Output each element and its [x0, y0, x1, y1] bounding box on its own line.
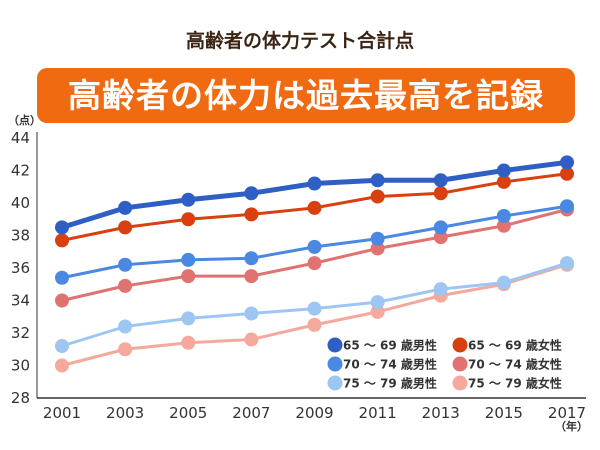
series-4 [55, 256, 574, 353]
data-point [370, 304, 385, 319]
data-point [496, 163, 511, 178]
data-point [560, 256, 574, 271]
data-point [307, 239, 322, 254]
y-tick-label: 44 [11, 129, 30, 147]
y-tick-label: 30 [11, 357, 30, 375]
data-point [181, 335, 196, 350]
data-point [307, 317, 322, 332]
legend-item: 70 ～ 74 歳女性 [452, 356, 562, 372]
y-axis-unit: （点） [8, 113, 41, 127]
data-point [244, 306, 259, 321]
x-tick-label: 2015 [485, 404, 523, 422]
x-tick-label: 2003 [106, 404, 144, 422]
y-tick-label: 42 [11, 162, 30, 180]
data-point [496, 174, 511, 189]
legend-label: 65 ～ 69 歳男性 [343, 338, 437, 353]
data-point [181, 269, 196, 284]
legend-item: 70 ～ 74 歳男性 [327, 356, 437, 372]
y-tick-label: 28 [11, 389, 30, 407]
data-point [244, 186, 259, 201]
data-point [433, 282, 448, 297]
headline-banner: 高齢者の体力は過去最高を記録 [37, 68, 575, 123]
data-point [307, 200, 322, 215]
legend-label: 75 ～ 79 歳女性 [468, 376, 562, 391]
legend-item: 65 ～ 69 歳男性 [327, 337, 437, 353]
y-tick-label: 40 [11, 194, 30, 212]
data-point [307, 176, 322, 191]
legend-label: 70 ～ 74 歳女性 [468, 357, 562, 372]
data-point [55, 233, 69, 248]
legend-item: 75 ～ 79 歳男性 [327, 375, 437, 391]
data-point [244, 207, 259, 222]
legend-swatch [327, 337, 343, 353]
legend-swatch [452, 337, 468, 353]
data-point [55, 270, 69, 285]
series-3 [55, 202, 574, 308]
x-tick-label: 2013 [422, 404, 460, 422]
legend-label: 75 ～ 79 歳男性 [343, 376, 437, 391]
data-point [118, 319, 133, 334]
data-point [307, 256, 322, 271]
data-point [433, 220, 448, 235]
data-point [307, 301, 322, 316]
data-point [560, 155, 574, 170]
legend-swatch [452, 356, 468, 372]
data-point [244, 332, 259, 347]
data-point [433, 230, 448, 245]
legend-item: 65 ～ 69 歳女性 [452, 337, 562, 353]
data-point [560, 166, 574, 181]
y-tick-label: 38 [11, 227, 30, 245]
series-0 [55, 155, 574, 235]
data-point [560, 199, 574, 214]
data-point [55, 293, 69, 308]
data-point [496, 275, 511, 290]
chart-title: 高齢者の体力テスト合計点 [185, 30, 414, 52]
data-point [370, 295, 385, 310]
x-tick-label: 2007 [232, 404, 270, 422]
legend-swatch [327, 375, 343, 391]
data-point [496, 218, 511, 233]
data-point [244, 251, 259, 266]
data-point [433, 173, 448, 188]
x-axis-unit: （年） [555, 419, 588, 433]
y-tick-label: 34 [11, 292, 30, 310]
legend-swatch [327, 356, 343, 372]
x-tick-label: 2017 [548, 404, 586, 422]
data-point [181, 212, 196, 227]
data-point [118, 200, 133, 215]
x-tick-label: 2011 [359, 404, 397, 422]
data-point [55, 220, 69, 235]
y-tick-label: 36 [11, 259, 30, 277]
legend-label: 70 ～ 74 歳男性 [343, 357, 437, 372]
data-point [181, 252, 196, 267]
data-point [370, 173, 385, 188]
x-tick-label: 2001 [43, 404, 81, 422]
data-point [244, 269, 259, 284]
data-point [496, 209, 511, 223]
data-point [118, 220, 133, 235]
x-tick-label: 2005 [169, 404, 207, 422]
data-point [118, 278, 133, 293]
data-point [118, 257, 133, 272]
data-point [55, 339, 69, 353]
y-tick-label: 32 [11, 324, 30, 342]
series-1 [55, 166, 574, 248]
series-2 [55, 199, 574, 285]
data-point [370, 189, 385, 204]
data-point [370, 241, 385, 256]
legend-item: 75 ～ 79 歳女性 [452, 375, 562, 391]
data-point [181, 311, 196, 326]
legend-label: 65 ～ 69 歳女性 [468, 338, 562, 353]
data-point [55, 358, 69, 373]
x-tick-label: 2009 [295, 404, 333, 422]
data-point [118, 342, 133, 357]
data-point [370, 231, 385, 246]
legend-swatch [452, 375, 468, 391]
data-point [433, 186, 448, 201]
data-point [181, 192, 196, 207]
